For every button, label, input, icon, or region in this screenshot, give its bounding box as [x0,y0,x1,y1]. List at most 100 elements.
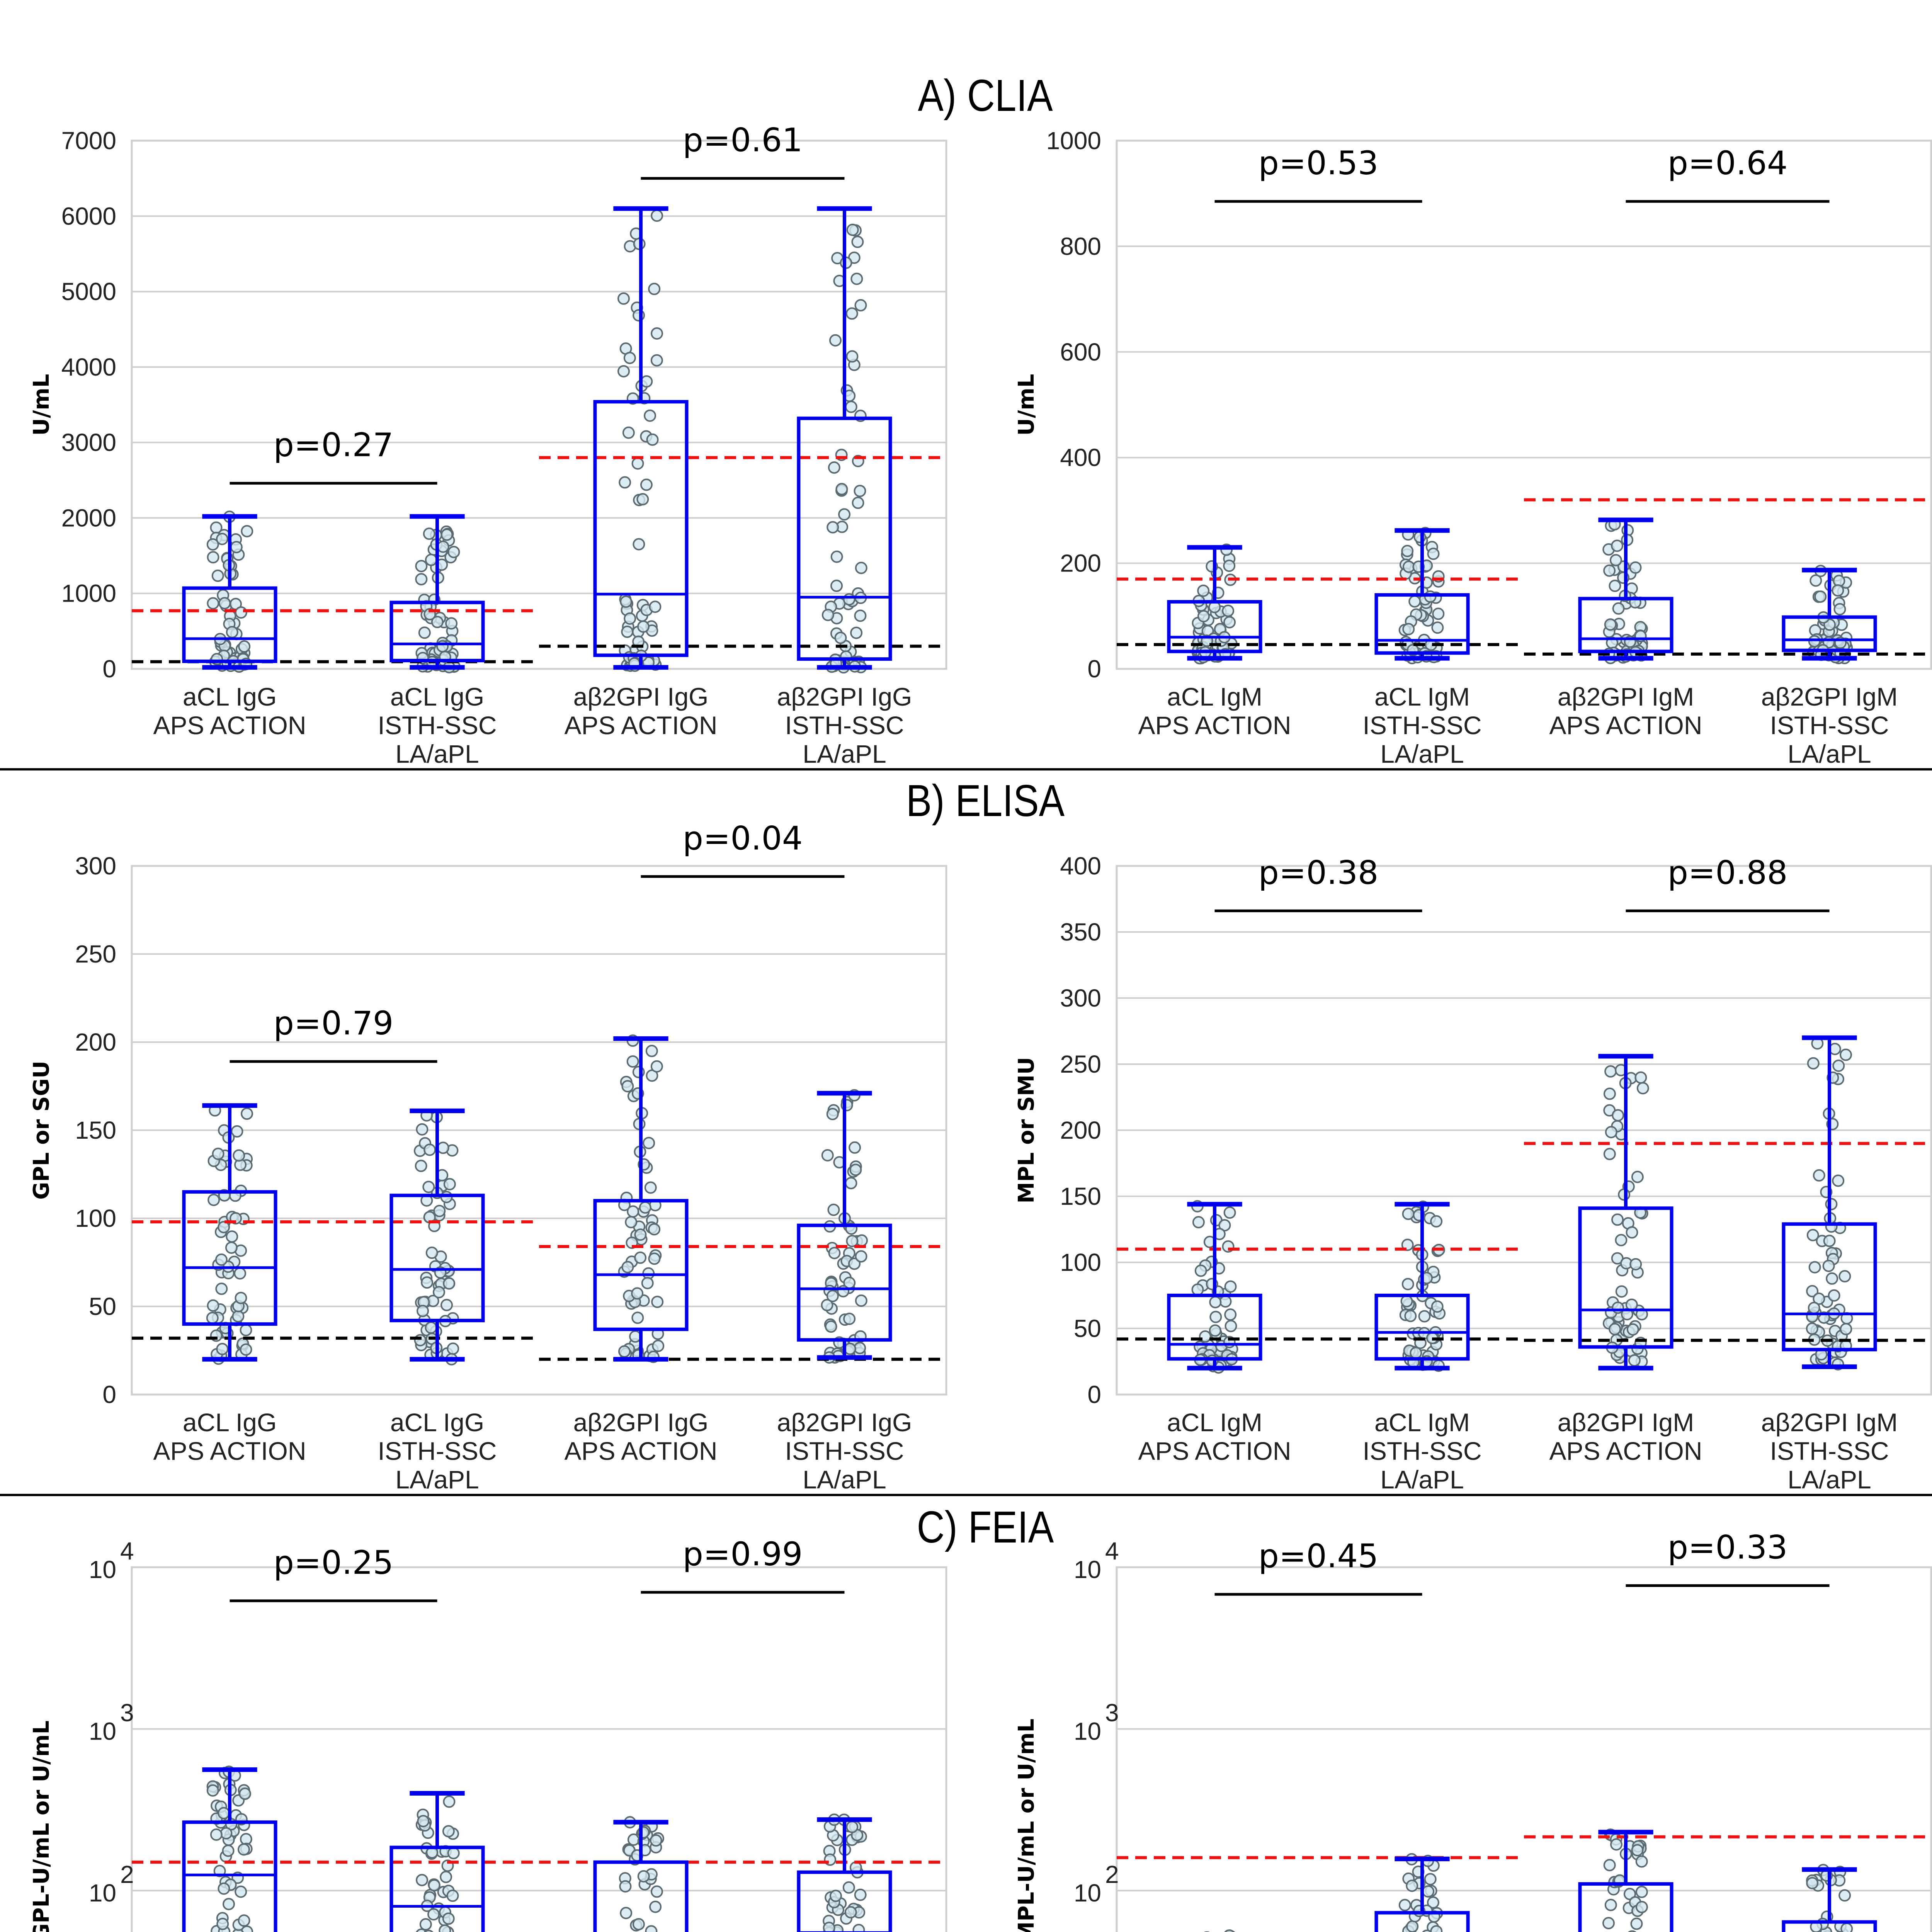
y-tick-label: 250 [1060,1050,1101,1078]
data-point [846,350,859,363]
plot-frame [131,139,947,670]
data-point [649,1900,662,1913]
data-point [1401,1278,1414,1291]
data-point [651,1296,664,1308]
data-point [1628,1930,1637,1932]
data-point [439,1924,451,1932]
plot-frame [131,1566,947,1932]
data-point [1402,1208,1415,1220]
y-tick-label: 1000 [1046,127,1101,155]
box-iqr [1782,1920,1877,1932]
data-point [1402,623,1415,636]
data-point [854,485,866,497]
data-point [427,1908,440,1921]
y-tick-exponent: 2 [1105,1861,1119,1888]
section-title-feia: C) FEIA [917,1502,1054,1552]
plot-area: 0 50 100 150 200 250 300 350 400 MPL or SMU p=0.38… [1014,852,1932,1494]
box-iqr [593,1199,689,1331]
data-point [1635,1886,1648,1898]
y-tick-label: 350 [1060,918,1101,946]
plot-area: 101102103104GPL-U/mL or U/mLp=0.25p=0.99… [29,1535,947,1932]
plot-area: 0 1000 2000 3000 4000 5000 6000 7000 U/mL p=0.27 p… [29,121,947,768]
data-point [830,550,843,563]
data-point [1223,560,1236,572]
data-point [419,1918,432,1931]
box-iqr [797,417,892,661]
data-point [1635,1855,1648,1868]
box-3 [1782,568,1877,661]
data-point [830,580,843,592]
y-axis-label: U/mL [1014,374,1039,436]
data-point [1603,564,1616,577]
data-point [1209,1324,1221,1337]
data-point [1609,554,1622,566]
y-tick-exponent: 4 [120,1537,134,1565]
data-point [843,1313,856,1325]
plot-area: 0 50 100 150 200 250 300 GPL or SGU p=0.79 p=0.04… [29,819,947,1494]
p-value-label: p=0.61 [683,121,803,159]
box-iqr [182,1190,277,1326]
p-value-label: p=0.45 [1259,1537,1379,1575]
box-1 [1374,528,1470,661]
x-category-label: aβ2GPI IgM ISTH-SSC LA/aPL [1761,682,1898,768]
y-tick-exponent: 2 [120,1861,134,1888]
data-point [648,1223,661,1236]
y-tick-label: 100 [75,1204,116,1232]
data-point [207,551,219,564]
data-point [631,1287,644,1300]
data-point [428,1879,440,1892]
x-category-label: aβ2GPI IgG APS ACTION [564,682,717,740]
data-point [852,497,864,509]
data-point [238,1914,250,1927]
y-tick-label: 150 [75,1116,116,1144]
box-iqr [1578,1206,1673,1349]
data-point [1635,1901,1648,1913]
data-point [1401,544,1414,557]
data-point [1615,1234,1628,1247]
p-value-label: p=0.25 [274,1544,394,1582]
data-point [238,1787,251,1800]
data-point [1814,590,1827,603]
data-point [855,561,867,574]
data-point [632,1918,645,1930]
plot-frame [1116,1566,1932,1932]
box-iqr [593,400,689,657]
data-point [1615,1285,1628,1298]
y-tick-label: 10 [89,1556,116,1583]
data-point [1224,1280,1237,1293]
y-tick-label: 5000 [61,278,116,306]
data-point [1823,1235,1836,1247]
data-point [852,1923,865,1932]
data-point [854,299,867,312]
data-point [650,354,663,367]
y-tick-exponent: 3 [1105,1699,1119,1726]
y-tick-label: 200 [1060,1116,1101,1144]
data-point [416,1874,429,1886]
box-iqr [389,1845,485,1932]
data-point [211,569,224,582]
box-0 [182,514,277,670]
box-1 [389,1791,485,1932]
data-point [1401,1238,1414,1251]
data-point [855,1250,867,1263]
data-point [210,1828,223,1841]
box-iqr [1782,1222,1877,1352]
p-value-label: p=0.04 [683,819,803,857]
x-category-label: aβ2GPI IgG ISTH-SSC LA/aPL [777,682,912,768]
y-axis-label: U/mL [29,374,54,436]
data-point [621,626,634,638]
data-point [1602,1917,1615,1930]
data-point [1822,1260,1835,1272]
data-point [834,631,847,644]
y-tick-label: 300 [75,852,116,880]
y-axis-label: MPL or SMU [1014,1057,1039,1203]
data-point [829,1889,842,1902]
x-category-label: aCL IgG APS ACTION [153,682,306,740]
data-point [1828,1289,1840,1302]
p-value-label: p=0.64 [1668,144,1788,182]
p-value-label: p=0.79 [274,1004,394,1042]
y-tick-label: 400 [1060,852,1101,880]
box-iqr [182,586,277,663]
data-point [218,1221,230,1233]
y-tick-label: 200 [1060,549,1101,577]
